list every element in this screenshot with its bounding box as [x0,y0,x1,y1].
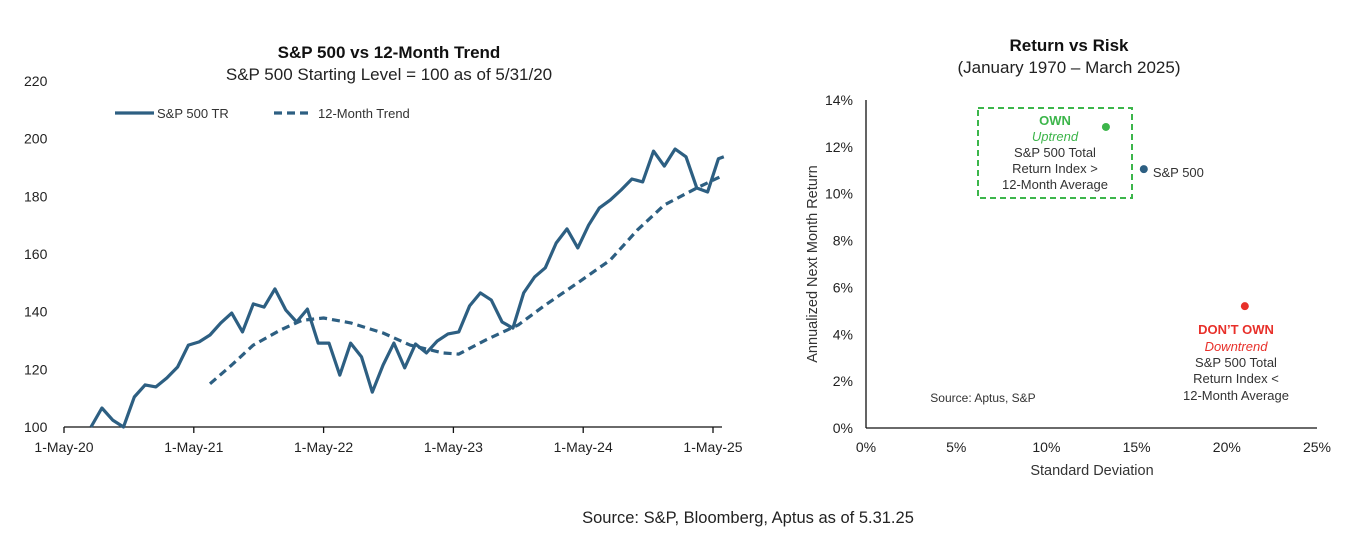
y-axis-ticks: 100 120 140 160 180 200 220 [24,73,48,435]
y-tick-label: 12% [825,139,853,155]
scatter-points: S&P 500 [1101,122,1249,311]
y-tick-label: 220 [24,73,48,89]
series-line-12-month-trend [208,173,725,386]
y-tick-label: 0% [833,420,853,436]
scatter-point-s-p-500 [1139,165,1148,174]
x-tick-label: 10% [1032,439,1060,455]
x-tick-label: 20% [1213,439,1241,455]
x-tick-label: 15% [1123,439,1151,455]
x-tick-label: 5% [946,439,966,455]
dont-own-line-2: Return Index < [1193,371,1279,386]
dont-own-annotation: DON’T OWN Downtrend S&P 500 Total Return… [1183,322,1289,403]
series-line-sp500-tr [89,147,725,429]
x-axis: 1-May-20 1-May-21 1-May-22 1-May-23 1-May-24… [34,426,743,455]
scatter-point-label: S&P 500 [1153,165,1204,180]
y-tick-label: 14% [825,92,853,108]
legend-label-12-month-trend: 12-Month Trend [318,106,410,121]
own-subheading: Uptrend [1032,129,1079,144]
x-tick-label: 25% [1303,439,1331,455]
x-tick-label: 0% [856,439,876,455]
y-tick-label: 2% [833,373,853,389]
x-tick-label: 1-May-20 [34,439,93,455]
scatter-chart-title: Return vs Risk [1009,36,1129,55]
y-tick-label: 120 [24,361,48,377]
x-tick-label: 1-May-24 [554,439,613,455]
dont-own-line-1: S&P 500 Total [1195,355,1277,370]
x-axis-label: Standard Deviation [1030,463,1153,479]
dont-own-heading: DON’T OWN [1198,322,1274,337]
y-tick-label: 4% [833,326,853,342]
y-tick-label: 8% [833,233,853,249]
y-tick-label: 180 [24,188,48,204]
own-heading: OWN [1039,113,1071,128]
y-tick-label: 140 [24,304,48,320]
y-axis-label: Annualized Next Month Return [805,165,821,362]
own-box [977,107,1133,199]
own-annotation: OWN Uptrend S&P 500 Total Return Index >… [977,107,1133,199]
y-tick-label: 6% [833,279,853,295]
y-tick-label: 10% [825,186,853,202]
dont-own-subheading: Downtrend [1205,339,1269,354]
own-line-2: Return Index > [1012,161,1098,176]
x-tick-label: 1-May-25 [683,439,742,455]
own-line-1: S&P 500 Total [1014,145,1096,160]
source-note: Source: Aptus, S&P [930,391,1035,405]
series-group [89,147,725,429]
footer-source: Source: S&P, Bloomberg, Aptus as of 5.31… [582,509,914,527]
scatter-chart-subtitle: (January 1970 – March 2025) [957,58,1180,77]
scatter-point-downtrend [1240,302,1249,311]
y-tick-label: 200 [24,131,48,147]
x-tick-label: 1-May-23 [424,439,483,455]
scatter-axes: 0% 2% 4% 6% 8% 10% 12% 14% 0% 5% 10% 15% 20% 25% [825,92,1331,455]
x-tick-label: 1-May-21 [164,439,223,455]
y-tick-label: 100 [24,419,48,435]
own-line-3: 12-Month Average [1002,177,1108,192]
dont-own-line-3: 12-Month Average [1183,388,1289,403]
line-chart-title: S&P 500 vs 12-Month Trend [278,43,501,62]
x-tick-label: 1-May-22 [294,439,353,455]
line-chart-subtitle: S&P 500 Starting Level = 100 as of 5/31/… [226,65,552,84]
legend-label-sp500-tr: S&P 500 TR [157,106,229,121]
line-chart: S&P 500 vs 12-Month Trend S&P 500 Starti… [24,43,743,455]
scatter-chart: Return vs Risk (January 1970 – March 202… [805,36,1331,479]
scatter-point-uptrend [1101,122,1110,131]
legend: S&P 500 TR 12-Month Trend [115,106,410,121]
y-tick-label: 160 [24,246,48,262]
